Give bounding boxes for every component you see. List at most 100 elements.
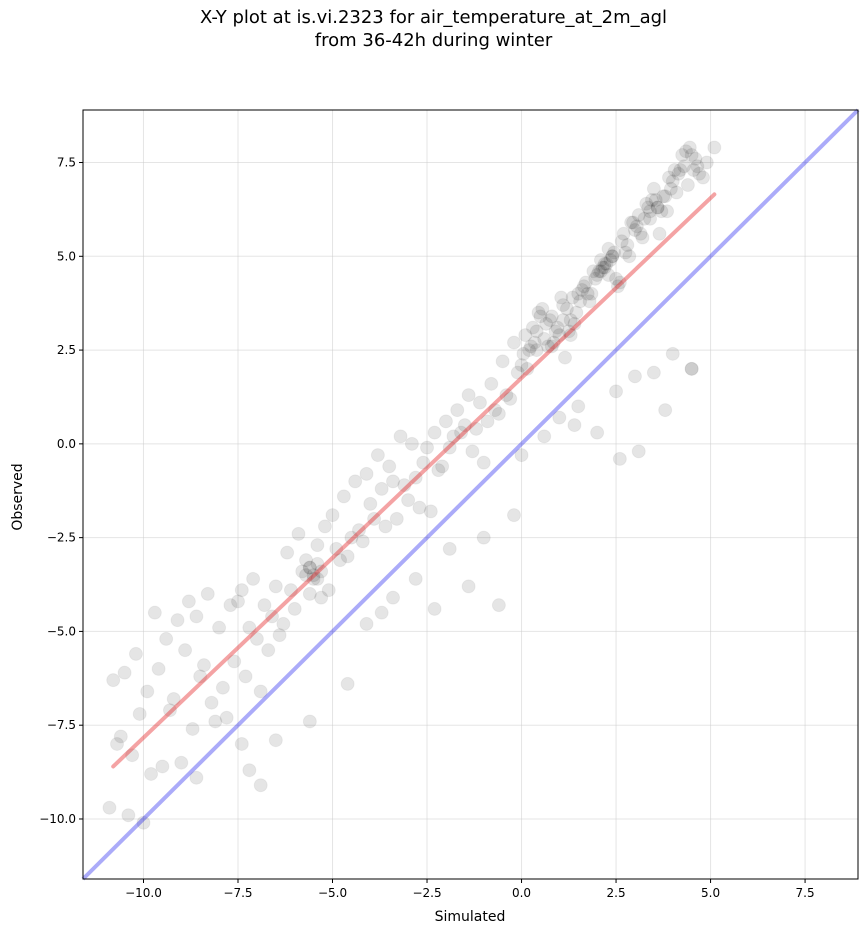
- scatter-point: [420, 440, 435, 455]
- scatter-point: [416, 455, 431, 470]
- scatter-point: [612, 451, 627, 466]
- scatter-point: [174, 755, 189, 770]
- scatter-point: [603, 253, 618, 268]
- scatter-point: [147, 605, 162, 620]
- scatter-point: [537, 429, 552, 444]
- scatter-point: [561, 324, 576, 339]
- regression-line: [111, 192, 717, 769]
- scatter-point: [535, 301, 550, 316]
- scatter-point: [317, 519, 332, 534]
- x-tick-label: −7.5: [223, 886, 252, 900]
- scatter-point: [514, 358, 529, 373]
- scatter-point: [454, 425, 469, 440]
- chart-title-block: X-Y plot at is.vi.2323 for air_temperatu…: [0, 6, 867, 52]
- y-tick-label: −5.0: [47, 624, 76, 638]
- y-tick-label: 2.5: [57, 343, 76, 357]
- scatter-point: [495, 354, 510, 369]
- scatter-point: [576, 279, 591, 294]
- x-tick-label: 5.0: [701, 886, 720, 900]
- scatter-point: [310, 556, 325, 571]
- scatter-point: [556, 298, 571, 313]
- scatter-point: [465, 444, 480, 459]
- scatter-point: [544, 309, 559, 324]
- scatter-point: [523, 339, 538, 354]
- scatter-point: [527, 335, 542, 350]
- scatter-point: [692, 166, 707, 181]
- scatter-point: [435, 459, 450, 474]
- scatter-point: [661, 170, 676, 185]
- scatter-point: [363, 496, 378, 511]
- scatter-point: [427, 425, 442, 440]
- scatter-point: [643, 211, 658, 226]
- scatter-point: [537, 331, 552, 346]
- scatter-point: [673, 163, 688, 178]
- scatter-point: [541, 339, 555, 354]
- scatter-point: [609, 271, 624, 286]
- scatter-point: [204, 695, 219, 710]
- scatter-point: [469, 421, 484, 436]
- scatter-point: [178, 643, 193, 658]
- scatter-point: [586, 264, 601, 279]
- scatter-point: [644, 193, 659, 208]
- scatter-point: [355, 534, 370, 549]
- scatter-point: [571, 399, 586, 414]
- scatter-point: [389, 511, 404, 526]
- scatter-point: [641, 200, 656, 215]
- scatter-point: [291, 526, 306, 541]
- scatter-point: [626, 215, 641, 230]
- scatter-point: [518, 328, 533, 343]
- scatter-point: [654, 204, 669, 219]
- scatter-point: [382, 459, 397, 474]
- scatter-point: [306, 571, 321, 586]
- scatter-point: [438, 414, 453, 429]
- x-tick-label: −5.0: [318, 886, 347, 900]
- scatter-point: [325, 508, 340, 523]
- scatter-point: [333, 553, 348, 568]
- scatter-point: [162, 703, 177, 718]
- scatter-point: [302, 714, 317, 729]
- scatter-point: [671, 166, 686, 181]
- scatter-point: [265, 609, 280, 624]
- scatter-point: [525, 320, 540, 335]
- x-axis-ticks: −10.0 −7.5 −5.0 −2.5 0.0 2.5 5.0 7.5: [125, 879, 815, 900]
- scatter-point: [196, 658, 211, 673]
- scatter-point: [132, 706, 147, 721]
- scatter-point: [231, 594, 245, 609]
- scatter-point: [529, 324, 544, 339]
- scatter-point: [637, 211, 652, 226]
- x-axis-label: Simulated: [435, 909, 506, 925]
- scatter-point: [520, 361, 535, 376]
- scatter-point: [299, 568, 314, 583]
- scatter-point: [348, 474, 363, 489]
- scatter-point: [618, 245, 633, 260]
- scatter-point: [427, 601, 442, 616]
- scatter-point: [590, 268, 605, 283]
- scatter-point: [257, 598, 272, 613]
- y-tick-label: −10.0: [39, 812, 76, 826]
- scatter-point: [590, 425, 605, 440]
- scatter-point: [601, 241, 616, 256]
- scatter-point: [442, 541, 457, 556]
- chart-subtitle: from 36-42h during winter: [314, 30, 553, 51]
- scatter-point: [558, 350, 573, 365]
- scatter-point: [546, 335, 561, 350]
- scatter-point: [667, 163, 682, 178]
- scatter-point: [208, 714, 223, 729]
- scatter-point: [159, 631, 174, 646]
- scatter-point: [563, 313, 578, 328]
- scatter-point: [499, 388, 514, 403]
- scatter-point: [684, 361, 699, 376]
- scatter-point: [386, 474, 400, 489]
- scatter-point: [480, 414, 495, 429]
- scatter-point: [310, 571, 325, 586]
- scatter-point: [151, 661, 166, 676]
- scatter-point: [567, 418, 582, 433]
- scatter-point: [299, 553, 314, 568]
- scatter-point: [280, 545, 295, 560]
- scatter-point: [234, 736, 249, 751]
- scatter-point: [514, 448, 529, 463]
- scatter-point: [650, 200, 665, 215]
- scatter-point: [329, 541, 344, 556]
- scatter-point: [605, 249, 620, 264]
